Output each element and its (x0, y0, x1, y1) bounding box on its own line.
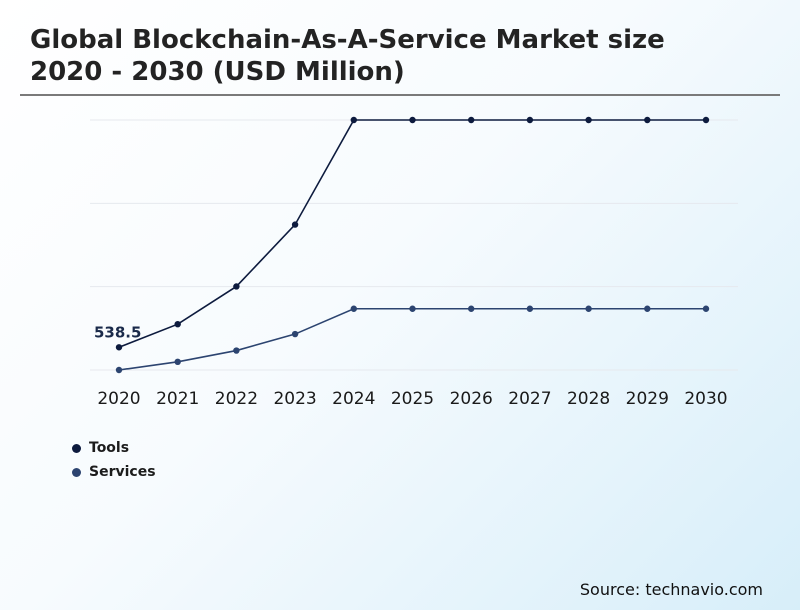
legend-dot-tools (72, 443, 81, 453)
data-point-services-2024 (350, 305, 357, 312)
data-point-tools-2020 (115, 344, 123, 351)
data-point-tools-2021 (174, 320, 181, 328)
data-point-services-2023 (291, 330, 299, 338)
series-line-tools (118, 119, 706, 349)
data-point-services-2027 (526, 305, 534, 312)
x-tick-label-2023: 2023 (273, 389, 316, 409)
legend-dot-services (72, 467, 81, 477)
data-point-tools-2028 (585, 116, 592, 124)
title-divider (20, 94, 780, 96)
legend-item-tools[interactable]: Tools (72, 436, 156, 460)
data-point-services-2022 (233, 347, 240, 354)
data-point-services-2029 (644, 305, 651, 312)
x-tick-label-2025: 2025 (391, 389, 434, 409)
data-point-services-2028 (585, 305, 592, 312)
data-point-tools-2026 (468, 116, 475, 124)
x-tick-label-2021: 2021 (156, 389, 199, 409)
data-point-tools-2029 (644, 116, 651, 124)
x-tick-label-2028: 2028 (567, 389, 610, 409)
data-point-tools-2030 (702, 116, 710, 124)
series-line-services (118, 307, 706, 371)
legend-label-services: Services (89, 464, 156, 480)
x-tick-label-2029: 2029 (626, 389, 669, 409)
chart-title: Global Blockchain-As-A-Service Market si… (30, 25, 665, 87)
data-point-services-2025 (409, 305, 416, 312)
x-tick-label-2027: 2027 (508, 389, 551, 409)
x-tick-label-2020: 2020 (97, 389, 140, 409)
data-point-tools-2022 (233, 283, 240, 290)
source-credit: Source: technavio.com (579, 580, 763, 599)
data-label-tools-2020: 538.5 (94, 323, 141, 341)
data-point-services-2030 (702, 305, 710, 312)
data-point-services-2020 (115, 366, 123, 374)
x-tick-label-2026: 2026 (450, 389, 493, 409)
data-point-tools-2027 (526, 116, 534, 124)
legend-label-tools: Tools (89, 440, 130, 456)
data-point-services-2021 (174, 358, 181, 366)
data-point-services-2026 (468, 305, 475, 312)
data-point-tools-2024 (350, 116, 357, 124)
x-tick-label-2024: 2024 (332, 389, 375, 409)
legend-item-services[interactable]: Services (72, 460, 156, 484)
data-point-tools-2023 (291, 221, 299, 228)
x-tick-label-2022: 2022 (215, 389, 258, 409)
x-tick-label-2030: 2030 (684, 389, 727, 409)
legend: Tools Services (72, 436, 156, 484)
line-chart: 538.5 2020 2021 2022 2023 2024 2025 2026 2027 202… (90, 116, 738, 409)
data-point-tools-2025 (409, 116, 416, 124)
